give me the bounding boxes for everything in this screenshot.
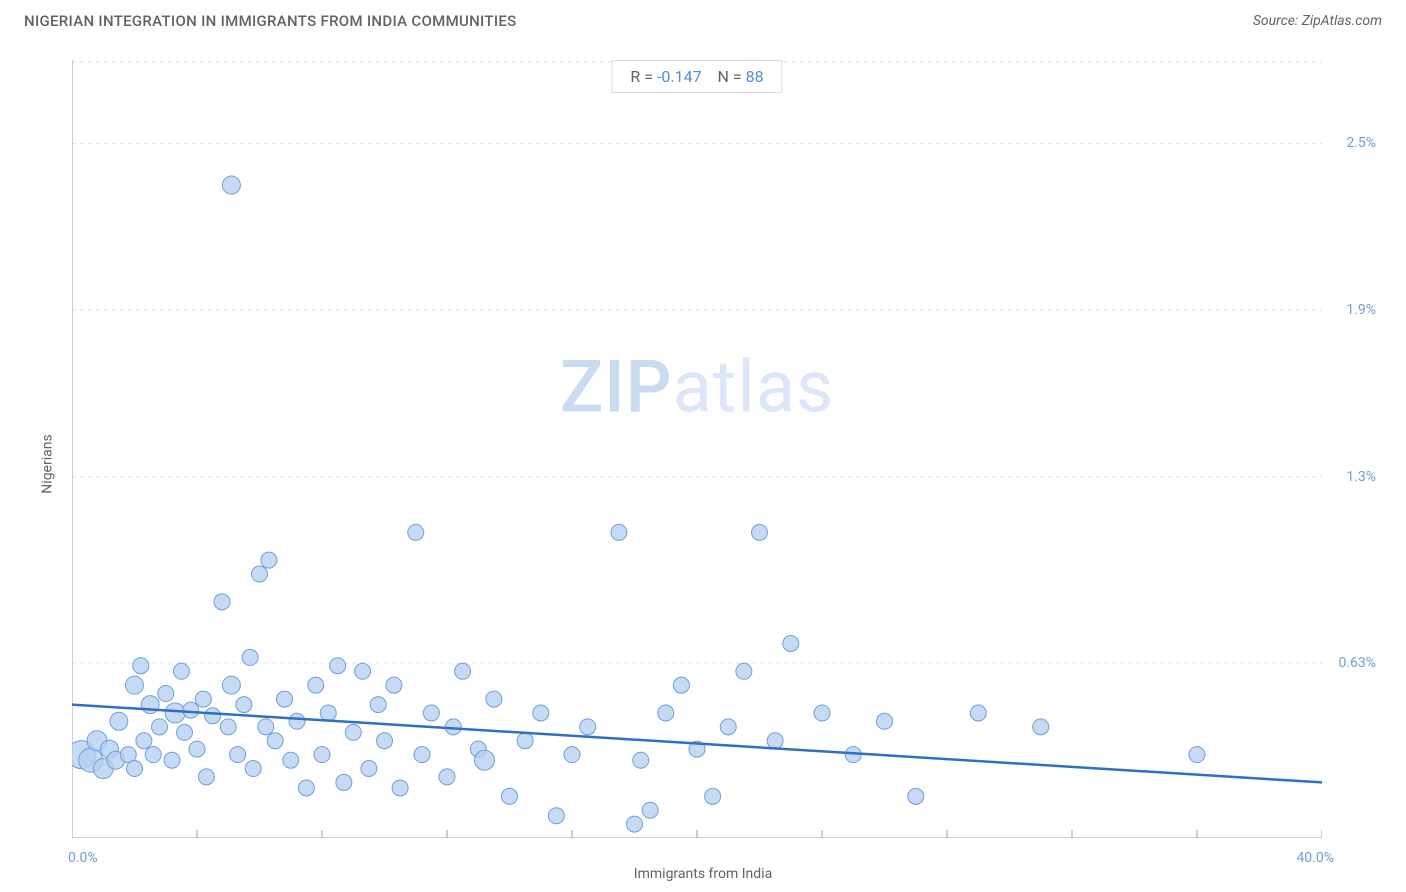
- data-point: [245, 761, 261, 777]
- x-end-label: 40.0%: [1296, 850, 1334, 866]
- data-point: [158, 686, 174, 702]
- data-point: [308, 677, 324, 693]
- data-point: [814, 705, 830, 721]
- data-point: [205, 708, 221, 724]
- data-point: [642, 802, 658, 818]
- data-point: [673, 677, 689, 693]
- data-point: [767, 733, 783, 749]
- data-point: [611, 524, 627, 540]
- data-point: [314, 747, 330, 763]
- data-point: [370, 697, 386, 713]
- data-point: [220, 719, 236, 735]
- data-point: [345, 724, 361, 740]
- data-point: [165, 703, 185, 723]
- chart-title: NIGERIAN INTEGRATION IN IMMIGRANTS FROM …: [24, 12, 517, 30]
- data-point: [267, 733, 283, 749]
- data-point: [439, 769, 455, 785]
- data-point: [908, 788, 924, 804]
- data-point: [198, 769, 214, 785]
- data-point: [548, 808, 564, 824]
- data-point: [627, 816, 643, 832]
- data-point: [164, 752, 180, 768]
- data-point: [658, 705, 674, 721]
- data-point: [580, 719, 596, 735]
- data-point: [126, 676, 144, 694]
- data-point: [261, 552, 277, 568]
- data-point: [423, 705, 439, 721]
- data-point: [517, 733, 533, 749]
- data-point: [252, 566, 268, 582]
- source-credit: Source: ZipAtlas.com: [1253, 13, 1382, 29]
- r-label: R =: [630, 67, 653, 86]
- n-value: 88: [746, 67, 764, 86]
- data-point: [133, 658, 149, 674]
- data-point: [298, 780, 314, 796]
- data-point: [110, 712, 128, 730]
- data-point: [127, 761, 143, 777]
- data-point: [173, 663, 189, 679]
- data-point: [289, 713, 305, 729]
- data-point: [136, 733, 152, 749]
- data-point: [258, 719, 274, 735]
- data-point: [195, 691, 211, 707]
- data-point: [970, 705, 986, 721]
- data-point: [189, 741, 205, 757]
- x-axis-label: Immigrants from India: [634, 866, 772, 882]
- data-point: [377, 733, 393, 749]
- data-point: [414, 747, 430, 763]
- data-point: [320, 705, 336, 721]
- data-point: [475, 750, 495, 770]
- plot-area: ZIPatlas R = -0.147 N = 88 0.0% 40.0% 0.…: [72, 60, 1322, 838]
- data-point: [386, 677, 402, 693]
- data-point: [183, 702, 199, 718]
- data-point: [336, 774, 352, 790]
- chart-container: Nigerians Immigrants from India ZIPatlas…: [24, 48, 1382, 880]
- y-tick-label: 0.63%: [1338, 655, 1376, 671]
- data-point: [242, 649, 258, 665]
- data-point: [1189, 747, 1205, 763]
- y-axis-label: Nigerians: [40, 434, 56, 493]
- data-point: [486, 691, 502, 707]
- data-point: [633, 752, 649, 768]
- data-point: [502, 788, 518, 804]
- data-point: [277, 691, 293, 707]
- data-point: [533, 705, 549, 721]
- y-tick-label: 1.3%: [1346, 469, 1376, 485]
- data-point: [355, 663, 371, 679]
- data-point: [361, 761, 377, 777]
- y-tick-label: 1.9%: [1346, 302, 1376, 318]
- data-point: [1033, 719, 1049, 735]
- data-point: [736, 663, 752, 679]
- data-point: [230, 747, 246, 763]
- data-point: [222, 176, 240, 194]
- data-point: [877, 713, 893, 729]
- x-start-label: 0.0%: [68, 850, 98, 866]
- data-point: [455, 663, 471, 679]
- r-value: -0.147: [657, 67, 702, 86]
- data-point: [222, 676, 240, 694]
- data-point: [145, 747, 161, 763]
- n-label: N =: [717, 67, 741, 86]
- scatter-svg: [72, 60, 1322, 838]
- data-point: [152, 719, 168, 735]
- data-point: [392, 780, 408, 796]
- data-point: [236, 697, 252, 713]
- data-point: [783, 636, 799, 652]
- data-point: [408, 524, 424, 540]
- data-point: [720, 719, 736, 735]
- y-tick-label: 2.5%: [1346, 135, 1376, 151]
- data-point: [564, 747, 580, 763]
- data-point: [177, 724, 193, 740]
- data-point: [214, 594, 230, 610]
- data-point: [752, 524, 768, 540]
- data-point: [330, 658, 346, 674]
- data-point: [705, 788, 721, 804]
- data-point: [283, 752, 299, 768]
- stats-box: R = -0.147 N = 88: [611, 60, 782, 93]
